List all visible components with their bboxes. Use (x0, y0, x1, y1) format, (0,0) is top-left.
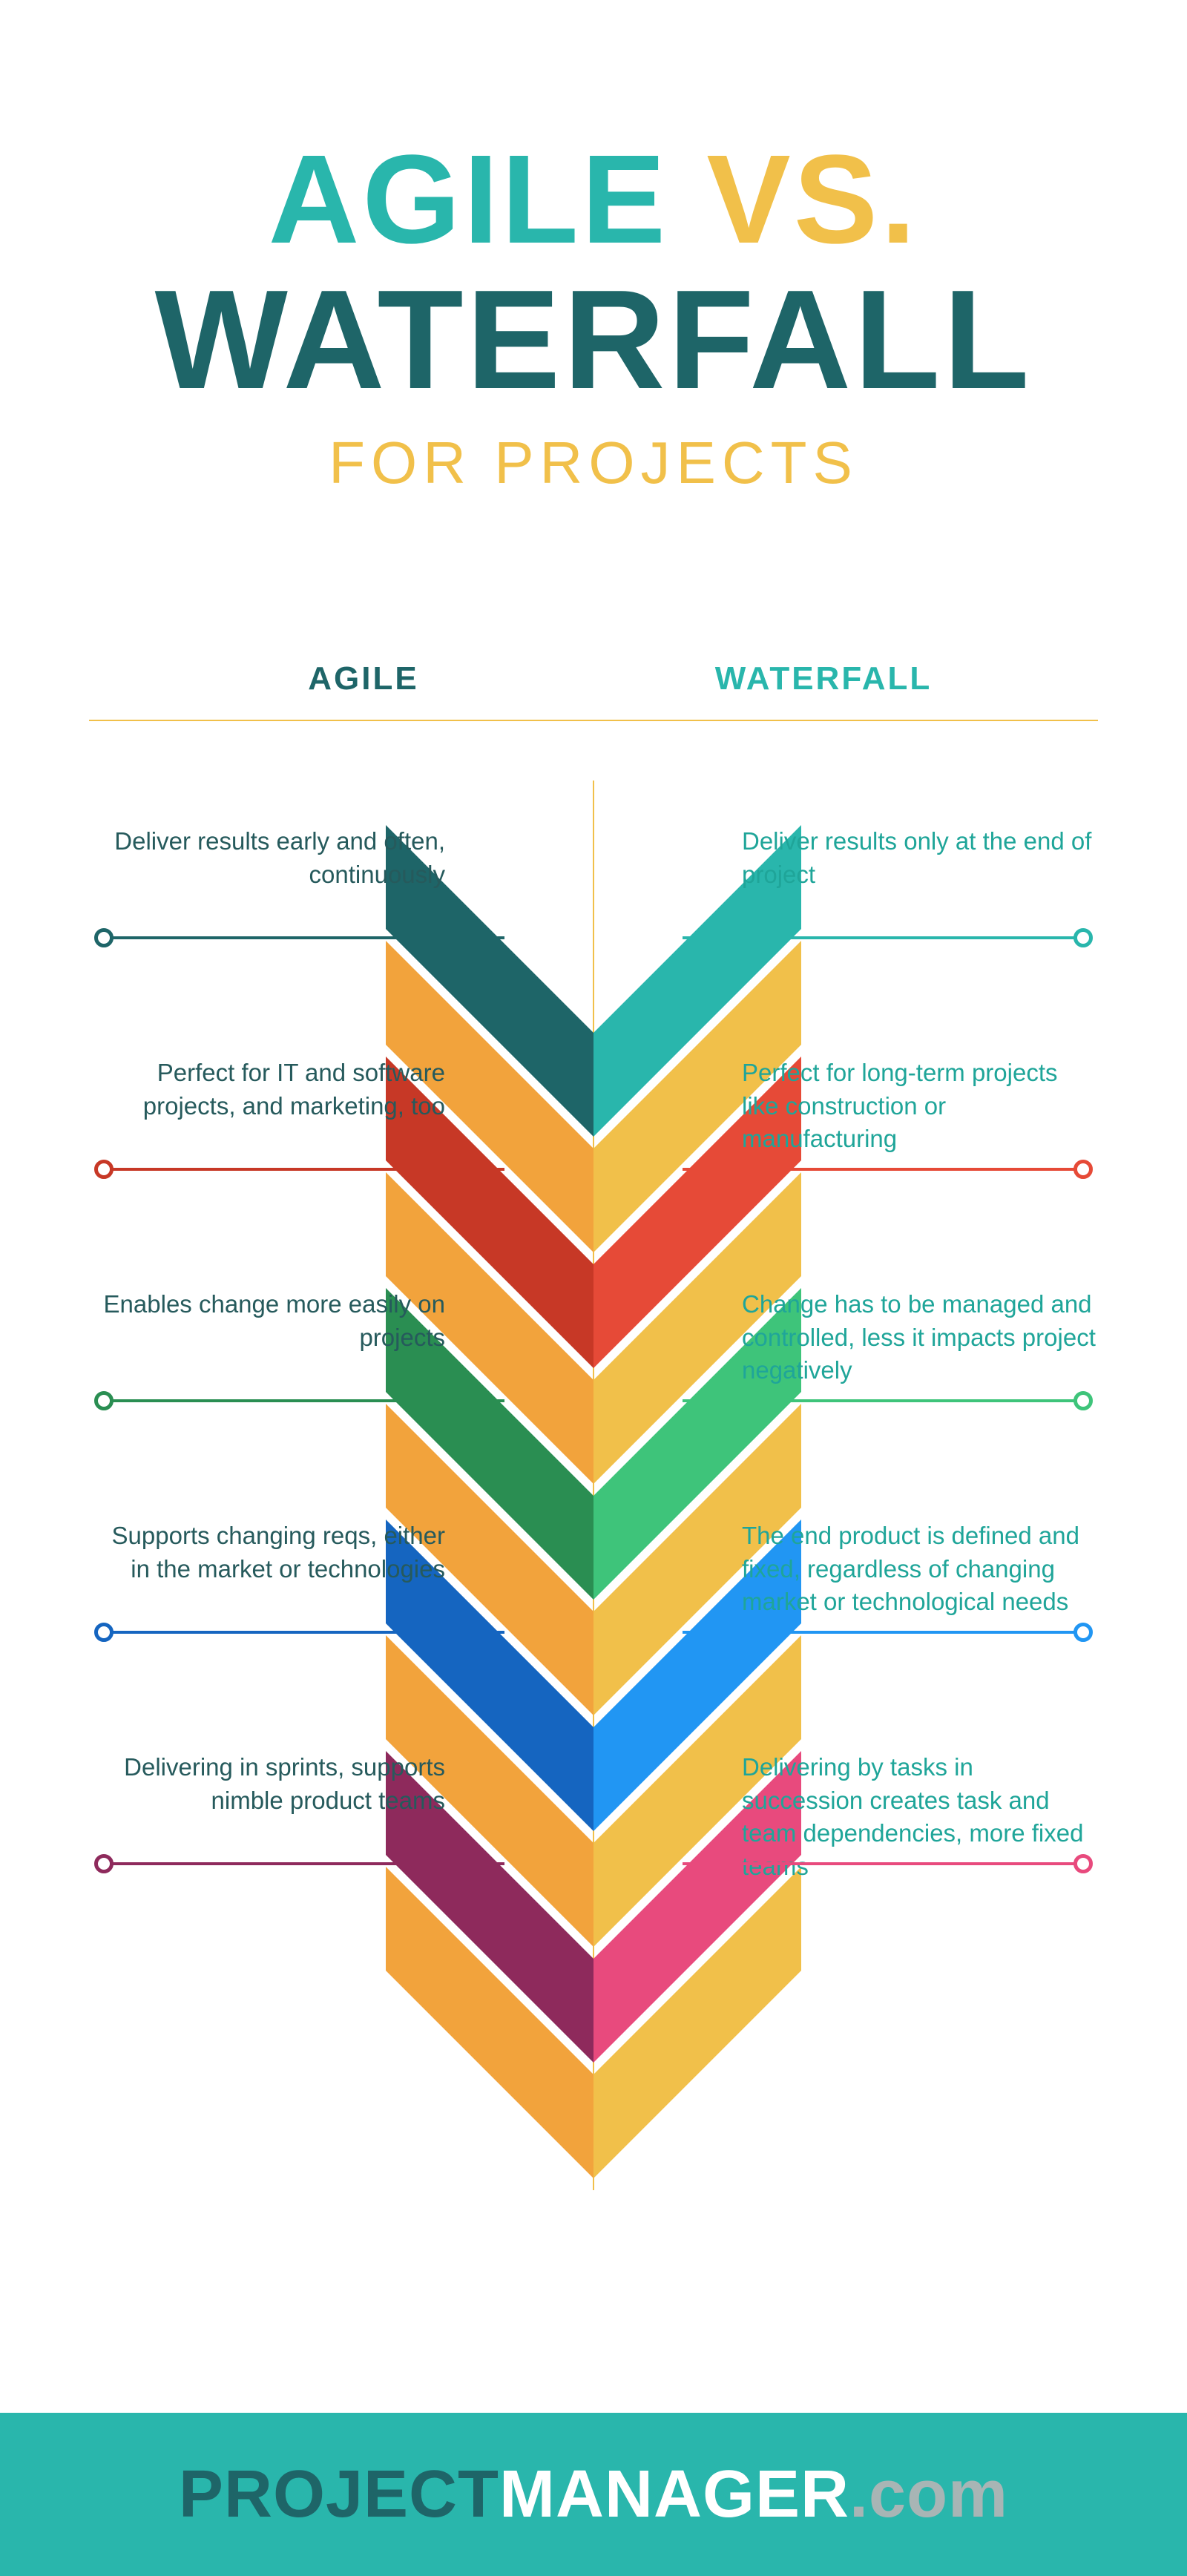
dot-icon (94, 1160, 114, 1179)
footer-part1: PROJECT (179, 2457, 499, 2531)
right-text-3: The end product is defined and fixed, re… (742, 1519, 1098, 1634)
waterfall-point: The end product is defined and fixed, re… (742, 1519, 1098, 1619)
connector-right (683, 936, 1083, 939)
agile-point: Supports changing reqs, either in the ma… (89, 1519, 445, 1586)
footer: PROJECTMANAGER.com (0, 2413, 1187, 2576)
agile-point: Delivering in sprints, supports nimble p… (89, 1751, 445, 1817)
dot-icon (1073, 1623, 1093, 1642)
divider-line (89, 720, 1098, 721)
footer-logo: PROJECTMANAGER.com (179, 2457, 1008, 2533)
agile-point: Perfect for IT and software projects, an… (89, 1057, 445, 1123)
dot-icon (94, 1391, 114, 1410)
left-text-2: Enables change more easily on projects (89, 1288, 445, 1369)
connector-right (683, 1631, 1083, 1634)
connector-left (104, 936, 504, 939)
left-text-1: Perfect for IT and software projects, an… (89, 1057, 445, 1137)
dot-icon (94, 928, 114, 947)
comparison-area: Deliver results early and often, continu… (0, 781, 1187, 2264)
waterfall-point: Change has to be managed and controlled,… (742, 1288, 1098, 1387)
right-text-0: Deliver results only at the end of proje… (742, 825, 1098, 906)
connector-right (683, 1168, 1083, 1171)
left-text-3: Supports changing reqs, either in the ma… (89, 1519, 445, 1600)
col-label-waterfall: WATERFALL (594, 660, 1053, 697)
agile-point: Enables change more easily on projects (89, 1288, 445, 1354)
left-text-0: Deliver results early and often, continu… (89, 825, 445, 906)
title-waterfall: WATERFALL (0, 266, 1187, 415)
column-headers: AGILE WATERFALL (0, 571, 1187, 720)
footer-part3: .com (849, 2457, 1008, 2531)
agile-point: Deliver results early and often, continu… (89, 825, 445, 891)
right-text-1: Perfect for long-term projects like cons… (742, 1057, 1098, 1171)
left-text-4: Delivering in sprints, supports nimble p… (89, 1751, 445, 1832)
waterfall-point: Perfect for long-term projects like cons… (742, 1057, 1098, 1156)
connector-left (104, 1399, 504, 1402)
connector-right (683, 1862, 1083, 1865)
dot-icon (1073, 928, 1093, 947)
infographic-page: AGILE VS. WATERFALL FOR PROJECTS AGILE W… (0, 0, 1187, 2576)
dot-icon (94, 1623, 114, 1642)
chevron-9 (386, 1867, 801, 2178)
right-text-2: Change has to be managed and controlled,… (742, 1288, 1098, 1402)
connector-left (104, 1862, 504, 1865)
connector-left (104, 1631, 504, 1634)
footer-part2: MANAGER (499, 2457, 849, 2531)
right-text-4: Delivering by tasks in succession create… (742, 1751, 1098, 1898)
subtitle: FOR PROJECTS (0, 429, 1187, 497)
title-agile: AGILE (269, 129, 668, 270)
waterfall-point: Deliver results only at the end of proje… (742, 825, 1098, 891)
dot-icon (94, 1854, 114, 1873)
title-vs: VS. (706, 129, 918, 270)
title-line-1: AGILE VS. (0, 134, 1187, 266)
dot-icon (1073, 1391, 1093, 1410)
dot-icon (1073, 1854, 1093, 1873)
dot-icon (1073, 1160, 1093, 1179)
col-label-agile: AGILE (134, 660, 594, 697)
connector-left (104, 1168, 504, 1171)
header: AGILE VS. WATERFALL FOR PROJECTS (0, 0, 1187, 571)
connector-right (683, 1399, 1083, 1402)
